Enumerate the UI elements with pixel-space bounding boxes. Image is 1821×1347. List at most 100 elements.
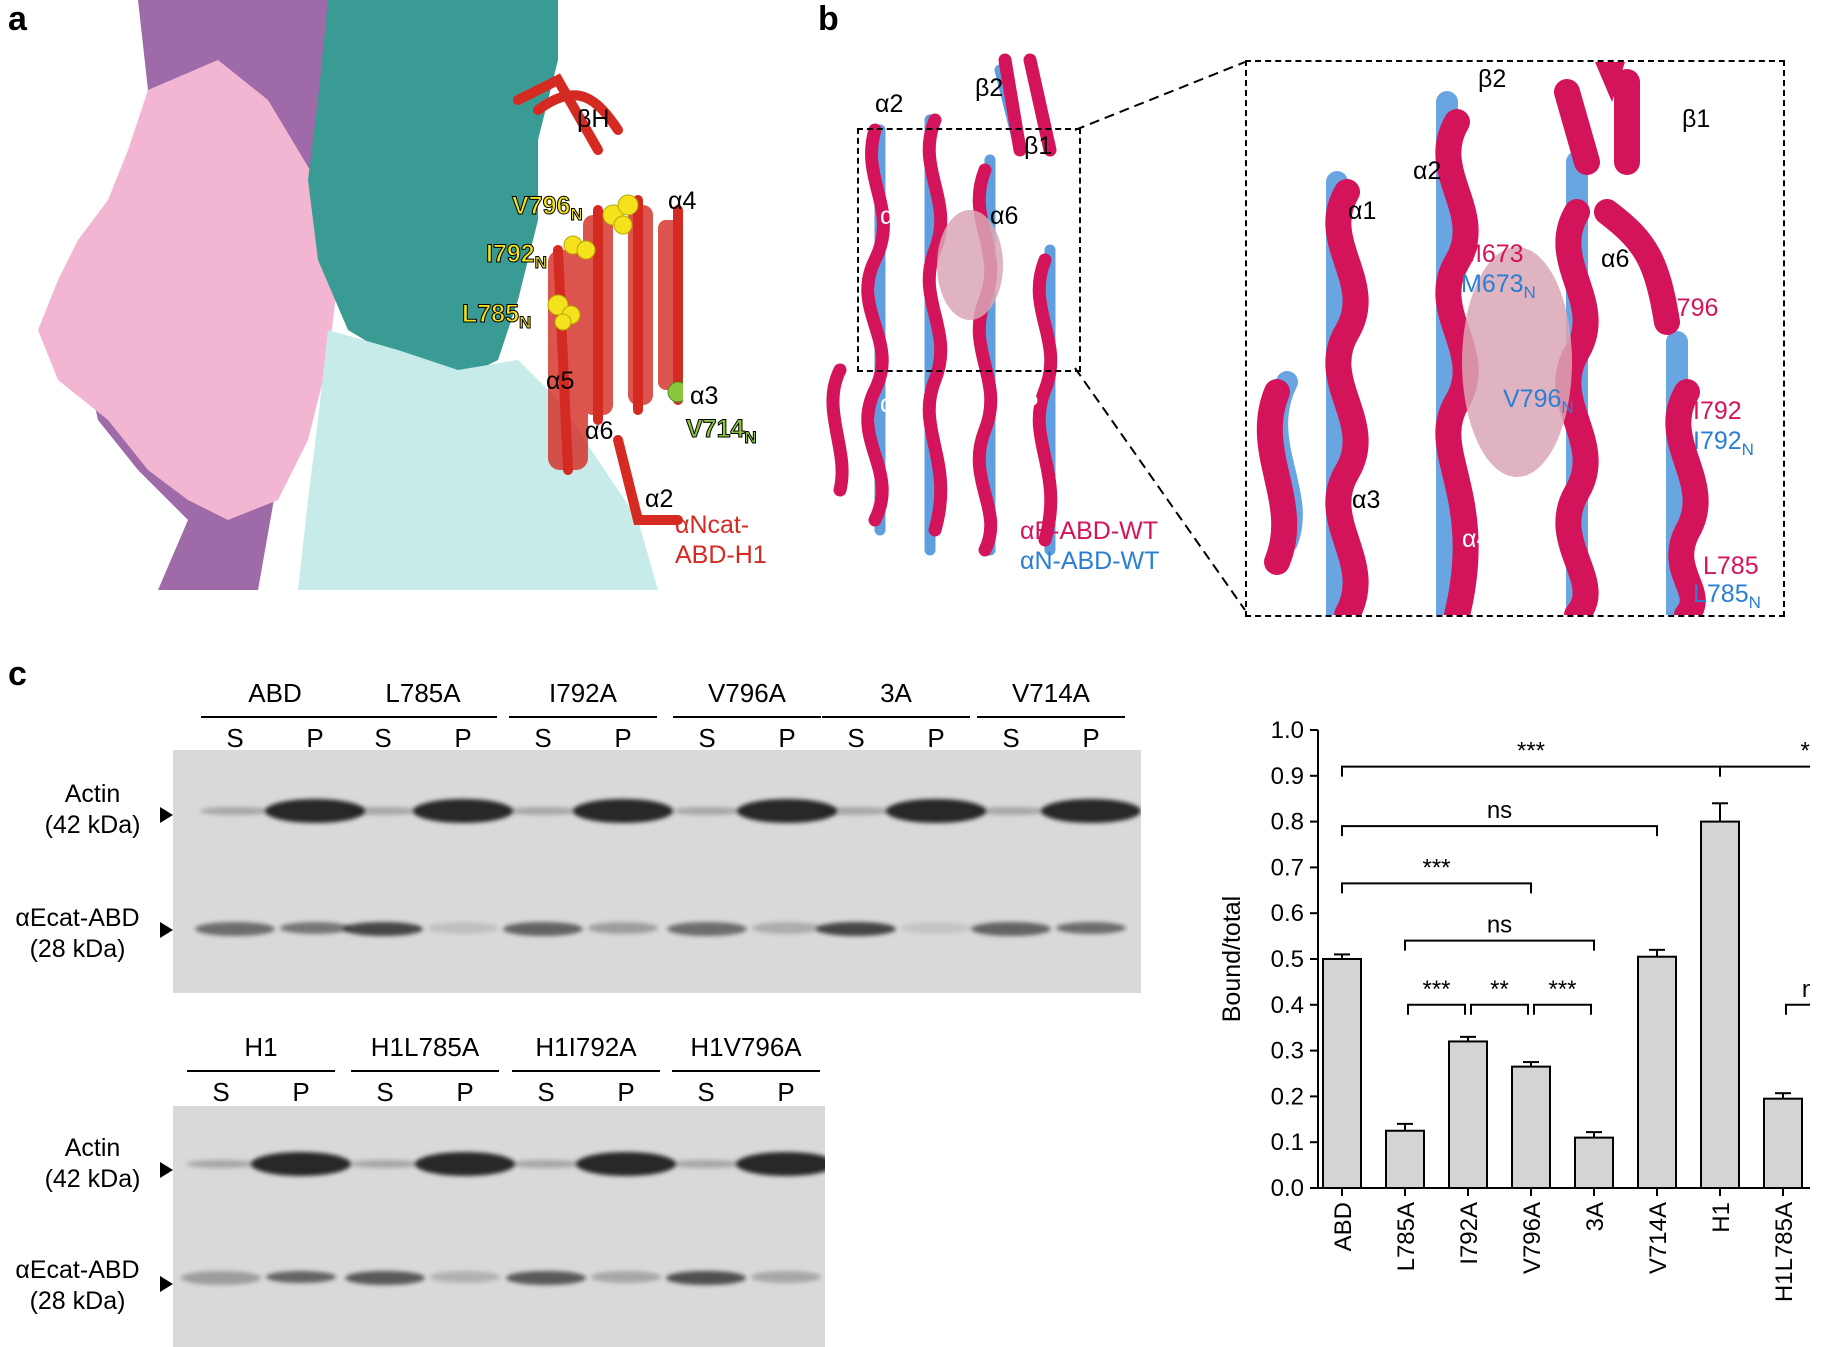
gel2-lane-underline	[672, 1070, 820, 1072]
gel2-lane-underline	[512, 1070, 660, 1072]
significance-label: **	[1490, 976, 1509, 1003]
gel2-abd-label: αEcat-ABD (28 kDa)	[15, 1256, 140, 1315]
gel2-band	[181, 1271, 261, 1285]
light-teal-surface	[298, 330, 658, 590]
significance-label: ***	[1548, 976, 1576, 1003]
zoom-l785n: L785N	[1693, 580, 1761, 612]
gel1-abd-arrow	[160, 922, 173, 938]
label-b-alpha5: α5	[1010, 384, 1039, 412]
gel1-band	[265, 799, 365, 823]
panel-a-structure	[38, 0, 708, 590]
gel2-sp-label: P	[456, 1077, 474, 1107]
y-tick-label: 0.4	[1271, 992, 1304, 1019]
significance-bracket	[1470, 1003, 1529, 1015]
legend-e-abd: αE-ABD-WT	[1020, 517, 1159, 545]
label-a-alpha6: α6	[585, 417, 614, 445]
bar	[1322, 958, 1362, 1189]
zoom-box-small	[857, 128, 1081, 372]
gel1-abd-label: αEcat-ABD (28 kDa)	[15, 904, 140, 963]
gel2-sp-label: S	[376, 1077, 394, 1107]
panel-label-a: a	[8, 0, 27, 38]
zoom-pocket-surface	[1462, 247, 1572, 477]
legend-n-abd: αN-ABD-WT	[1020, 547, 1160, 575]
panel-b-structure	[820, 30, 1120, 600]
gel1-sp-label: S	[847, 723, 865, 753]
x-tick-label: 3A	[1582, 1202, 1609, 1231]
significance-bracket	[1341, 825, 1658, 837]
protein-surface-illustration	[38, 0, 708, 590]
zoom-v796: V796	[1660, 294, 1719, 322]
gel1-band	[413, 799, 513, 823]
gel2-band	[266, 1271, 336, 1283]
gel1-band	[901, 922, 971, 934]
gel2-band	[591, 1271, 661, 1283]
gel2-sp-label: P	[777, 1077, 795, 1107]
label-b-alpha6: α6	[990, 202, 1019, 230]
zoom-beta1: β1	[1682, 105, 1711, 133]
gel1-band	[200, 807, 270, 815]
gel2-lane-header: H1V796A	[690, 1032, 802, 1062]
gel1-band	[971, 922, 1051, 936]
gel1-band	[821, 807, 891, 815]
panel-label-b: b	[818, 0, 839, 38]
gel1-lane-underline	[822, 716, 970, 718]
zoom-ribbon-illustration	[1256, 62, 1709, 615]
y-tick-label: 0.0	[1271, 1175, 1304, 1202]
significance-bracket	[1407, 1003, 1466, 1015]
gel1-sp-label: S	[698, 723, 716, 753]
gel1-actin-arrow	[160, 807, 173, 823]
gel2-sp-label: S	[212, 1077, 230, 1107]
gel1-lane-underline	[509, 716, 657, 718]
gel2	[173, 1106, 825, 1347]
significance-bracket	[1404, 939, 1595, 951]
gel2-lane-header: H1	[244, 1032, 278, 1062]
gel1-band	[573, 799, 673, 823]
zoom-m673: M673	[1461, 240, 1524, 268]
x-tick-label: ABD	[1330, 1202, 1357, 1251]
gel1-band	[343, 922, 423, 936]
significance-bracket	[1533, 1003, 1592, 1015]
gel1-sp-label: S	[374, 723, 392, 753]
label-a-alpha3: α3	[690, 382, 719, 410]
bar	[1763, 1097, 1803, 1189]
gel1-actin-label: Actin (42 kDa)	[44, 780, 141, 839]
gel1-lane-underline	[349, 716, 497, 718]
significance-bracket	[1719, 765, 1810, 777]
gel2-band	[576, 1152, 676, 1176]
label-b-beta1: β1	[1024, 132, 1053, 160]
gel2-lane-header: H1L785A	[370, 1032, 480, 1062]
significance-label: ***	[1422, 854, 1450, 881]
gel2-sp-label: P	[617, 1077, 635, 1107]
x-tick-label: H1L785A	[1771, 1202, 1798, 1302]
bar	[1511, 1065, 1551, 1190]
zoom-alpha2: α2	[1413, 157, 1442, 185]
gel2-sp-label: S	[537, 1077, 555, 1107]
gel2-actin-arrow	[160, 1162, 173, 1178]
y-tick-label: 1.0	[1271, 717, 1304, 744]
gel2-sp-label: S	[697, 1077, 715, 1107]
zoom-alpha5: α5	[1615, 543, 1644, 571]
gel1-lane-header: I792A	[549, 678, 617, 708]
label-b-alpha2: α2	[875, 90, 904, 118]
zoom-beta2: β2	[1478, 65, 1507, 93]
zoom-alpha1: α1	[1348, 197, 1377, 225]
gel1-lane-underline	[673, 716, 821, 718]
bar	[1700, 820, 1740, 1189]
zoom-l785: L785	[1703, 552, 1759, 580]
gel2-band	[186, 1160, 256, 1168]
teal-surface	[308, 0, 558, 380]
label-i792n: I792N	[486, 240, 548, 273]
gel1-band	[886, 799, 986, 823]
significance-label: ***	[1517, 738, 1545, 765]
zoom-i792: I792	[1693, 397, 1742, 425]
gel1-lane-header: 3A	[880, 678, 912, 708]
x-tick-label: L785A	[1393, 1202, 1420, 1271]
significance-label: ns	[1802, 976, 1810, 1003]
overlay-ribbon-illustration	[826, 53, 1058, 557]
y-axis-label: Bound/total	[1218, 896, 1246, 1023]
pink-surface	[38, 60, 338, 520]
zoom-alpha4: α4	[1462, 525, 1491, 553]
significance-bracket	[1341, 882, 1532, 894]
significance-label: ***	[1800, 738, 1810, 765]
gel2-lane-underline	[187, 1070, 335, 1072]
